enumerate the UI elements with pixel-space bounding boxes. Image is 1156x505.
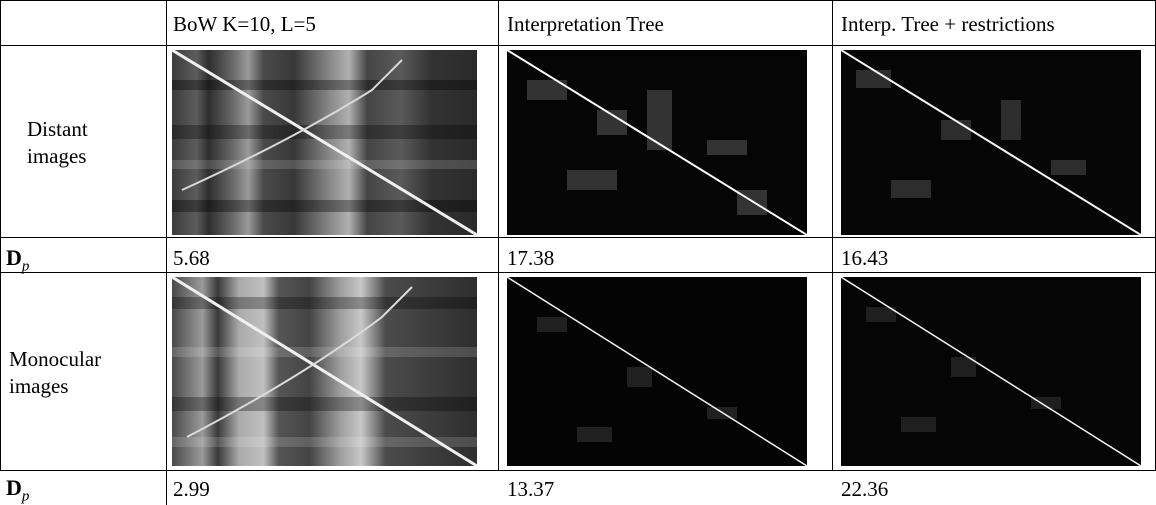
row2-rule — [0, 470, 1156, 471]
row1-rule — [0, 237, 1156, 238]
dp1-bow-value: 5.68 — [173, 246, 210, 270]
row-label-monocular: Monocular images — [9, 346, 101, 400]
header-rule — [0, 45, 1156, 46]
top-rule — [0, 0, 1156, 1]
dp-label-main: D — [6, 475, 22, 500]
row-label-line2: images — [9, 374, 69, 398]
dp-label-sub: p — [21, 488, 30, 505]
dp-label-sub: p — [21, 258, 30, 275]
col-divider-2 — [498, 0, 499, 470]
distant-interpretation-tree-image — [507, 50, 807, 235]
monocular-restricted-tree-image — [841, 277, 1141, 466]
monocular-interpretation-tree-image — [507, 277, 807, 466]
col-divider-1 — [166, 0, 167, 505]
dp-label-main: D — [6, 245, 22, 270]
row-label-distant: Distant images — [27, 116, 88, 170]
dp1-interpretation-tree-value: 17.38 — [507, 246, 555, 270]
header-interpretation-tree: Interpretation Tree — [507, 12, 664, 36]
distant-bow-image — [172, 50, 477, 235]
col-divider-3 — [832, 0, 833, 470]
dp1-rule — [0, 272, 1156, 273]
row-label-line1: Distant — [27, 117, 88, 141]
dp2-bow-value: 2.99 — [173, 477, 210, 501]
dp-label-1: Dp — [6, 245, 29, 275]
dp-label-2: Dp — [6, 475, 29, 505]
row-label-line2: images — [27, 144, 87, 168]
monocular-bow-image — [172, 277, 477, 466]
dp2-restricted-tree-value: 22.36 — [841, 477, 889, 501]
row-label-line1: Monocular — [9, 347, 102, 371]
distant-restricted-tree-image — [841, 50, 1141, 235]
dp2-interpretation-tree-value: 13.37 — [507, 477, 555, 501]
header-interp-tree-restrictions: Interp. Tree + restrictions — [841, 12, 1055, 36]
dp1-restricted-tree-value: 16.43 — [841, 246, 889, 270]
left-border — [0, 0, 1, 470]
header-bow: BoW K=10, L=5 — [173, 12, 316, 36]
